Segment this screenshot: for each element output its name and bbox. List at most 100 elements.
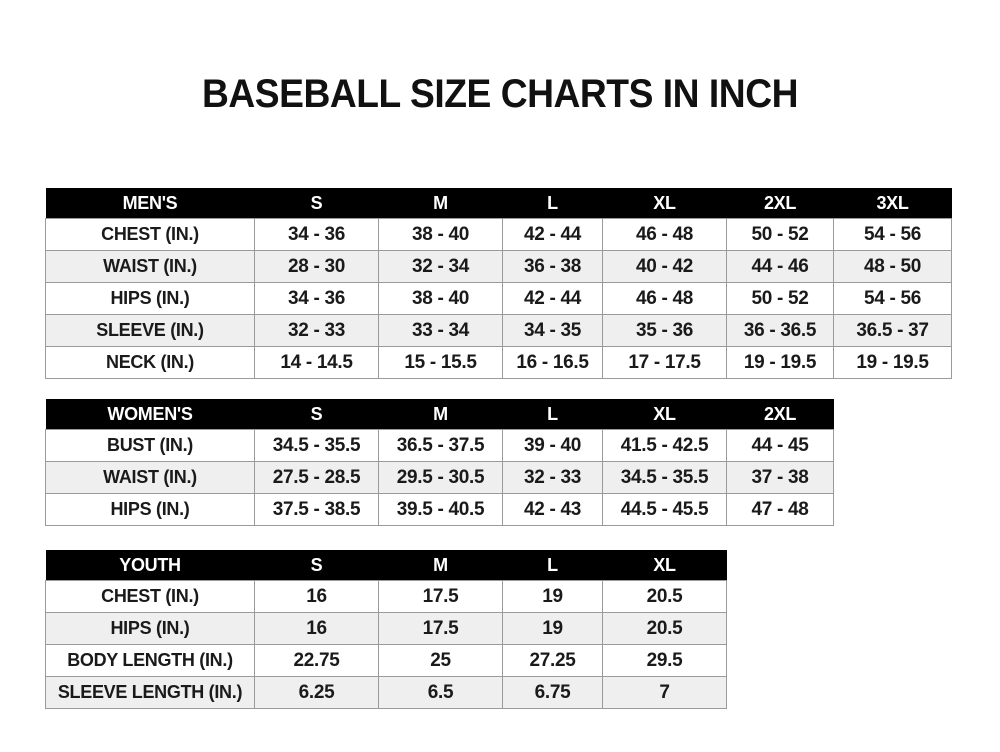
table-row: HIPS (IN.) 34 - 36 38 - 40 42 - 44 46 - 48 50…: [45, 282, 952, 315]
size-value-cell: 34 - 36: [254, 218, 379, 251]
womens-size-table: WOMEN'S S M L XL 2XL BUST (IN.) 34.5 - 35.5 36.5…: [45, 399, 834, 526]
size-value-cell: 54 - 56: [833, 282, 952, 315]
size-value-cell: 34.5 - 35.5: [254, 429, 379, 462]
table-row: SLEEVE LENGTH (IN.) 6.25 6.5 6.75 7: [45, 676, 727, 709]
mens-size-table: MEN'S S M L XL 2XL 3XL CHEST (IN.) 34 - 36 38 - 4…: [45, 188, 952, 379]
size-value-cell: 39.5 - 40.5: [378, 493, 503, 526]
table-row: CHEST (IN.) 34 - 36 38 - 40 42 - 44 46 - 48 5…: [45, 218, 952, 251]
size-value-cell: 35 - 36: [602, 314, 727, 347]
size-value-cell: 54 - 56: [833, 218, 952, 251]
size-value-cell: 32 - 33: [254, 314, 379, 347]
size-value-cell: 40 - 42: [602, 250, 727, 283]
size-value-cell: 46 - 48: [602, 282, 727, 315]
table-row: BODY LENGTH (IN.) 22.75 25 27.25 29.5: [45, 644, 727, 677]
size-column-header: S: [254, 550, 379, 581]
size-value-cell: 32 - 33: [502, 461, 603, 494]
size-value-cell: 36.5 - 37: [833, 314, 952, 347]
size-column-header: 3XL: [833, 188, 952, 219]
size-value-cell: 25: [378, 644, 503, 677]
size-column-header: 2XL: [726, 188, 834, 219]
size-value-cell: 16 - 16.5: [502, 346, 603, 379]
size-value-cell: 16: [254, 580, 379, 613]
table-group-header: WOMEN'S: [45, 399, 255, 430]
size-column-header: XL: [602, 188, 727, 219]
table-row: HIPS (IN.) 37.5 - 38.5 39.5 - 40.5 42 - 43 4…: [45, 493, 834, 526]
size-value-cell: 42 - 44: [502, 218, 603, 251]
size-value-cell: 7: [602, 676, 727, 709]
size-value-cell: 28 - 30: [254, 250, 379, 283]
size-value-cell: 6.25: [254, 676, 379, 709]
size-column-header: S: [254, 399, 379, 430]
size-column-header: XL: [602, 399, 727, 430]
measurement-label: WAIST (IN.): [45, 250, 255, 283]
size-value-cell: 19 - 19.5: [833, 346, 952, 379]
size-value-cell: 20.5: [602, 580, 727, 613]
measurement-label: BODY LENGTH (IN.): [45, 644, 255, 677]
size-value-cell: 47 - 48: [726, 493, 834, 526]
size-value-cell: 34 - 35: [502, 314, 603, 347]
size-value-cell: 48 - 50: [833, 250, 952, 283]
size-value-cell: 39 - 40: [502, 429, 603, 462]
table-group-header: YOUTH: [45, 550, 255, 581]
size-value-cell: 42 - 44: [502, 282, 603, 315]
size-value-cell: 41.5 - 42.5: [602, 429, 727, 462]
size-value-cell: 50 - 52: [726, 282, 834, 315]
measurement-label: CHEST (IN.): [45, 218, 255, 251]
table-row: HIPS (IN.) 16 17.5 19 20.5: [45, 612, 727, 645]
size-column-header: M: [378, 550, 503, 581]
size-value-cell: 19: [502, 580, 603, 613]
size-column-header: M: [378, 188, 503, 219]
size-value-cell: 6.75: [502, 676, 603, 709]
size-value-cell: 15 - 15.5: [378, 346, 503, 379]
size-value-cell: 36 - 36.5: [726, 314, 834, 347]
size-value-cell: 6.5: [378, 676, 503, 709]
size-value-cell: 29.5 - 30.5: [378, 461, 503, 494]
size-value-cell: 46 - 48: [602, 218, 727, 251]
table-row: BUST (IN.) 34.5 - 35.5 36.5 - 37.5 39 - 40 4…: [45, 429, 834, 462]
table-row: NECK (IN.) 14 - 14.5 15 - 15.5 16 - 16.5 17 …: [45, 346, 952, 379]
measurement-label: HIPS (IN.): [45, 612, 255, 645]
size-column-header: M: [378, 399, 503, 430]
size-value-cell: 16: [254, 612, 379, 645]
page-title: BASEBALL SIZE CHARTS IN INCH: [202, 72, 798, 116]
size-column-header: S: [254, 188, 379, 219]
table-group-header: MEN'S: [45, 188, 255, 219]
size-column-header: L: [502, 399, 603, 430]
measurement-label: CHEST (IN.): [45, 580, 255, 613]
measurement-label: SLEEVE LENGTH (IN.): [45, 676, 255, 709]
measurement-label: SLEEVE (IN.): [45, 314, 255, 347]
measurement-label: HIPS (IN.): [45, 493, 255, 526]
measurement-label: WAIST (IN.): [45, 461, 255, 494]
table-row: WAIST (IN.) 27.5 - 28.5 29.5 - 30.5 32 - 33…: [45, 461, 834, 494]
youth-size-table: YOUTH S M L XL CHEST (IN.) 16 17.5 19 20.5 HIPS (I…: [45, 550, 727, 709]
size-value-cell: 32 - 34: [378, 250, 503, 283]
size-value-cell: 17.5: [378, 580, 503, 613]
measurement-label: HIPS (IN.): [45, 282, 255, 315]
size-value-cell: 17.5: [378, 612, 503, 645]
measurement-label: NECK (IN.): [45, 346, 255, 379]
size-value-cell: 36 - 38: [502, 250, 603, 283]
size-value-cell: 38 - 40: [378, 218, 503, 251]
size-value-cell: 14 - 14.5: [254, 346, 379, 379]
size-value-cell: 38 - 40: [378, 282, 503, 315]
size-value-cell: 27.25: [502, 644, 603, 677]
size-value-cell: 19: [502, 612, 603, 645]
size-value-cell: 44.5 - 45.5: [602, 493, 727, 526]
table-header-row: YOUTH S M L XL: [45, 550, 727, 581]
size-column-header: XL: [602, 550, 727, 581]
size-value-cell: 29.5: [602, 644, 727, 677]
size-value-cell: 34 - 36: [254, 282, 379, 315]
size-value-cell: 42 - 43: [502, 493, 603, 526]
table-row: WAIST (IN.) 28 - 30 32 - 34 36 - 38 40 - 42 4…: [45, 250, 952, 283]
measurement-label: BUST (IN.): [45, 429, 255, 462]
size-value-cell: 20.5: [602, 612, 727, 645]
size-column-header: 2XL: [726, 399, 834, 430]
size-value-cell: 44 - 46: [726, 250, 834, 283]
size-value-cell: 27.5 - 28.5: [254, 461, 379, 494]
table-header-row: WOMEN'S S M L XL 2XL: [45, 399, 834, 430]
size-value-cell: 34.5 - 35.5: [602, 461, 727, 494]
table-row: CHEST (IN.) 16 17.5 19 20.5: [45, 580, 727, 613]
size-value-cell: 37.5 - 38.5: [254, 493, 379, 526]
table-row: SLEEVE (IN.) 32 - 33 33 - 34 34 - 35 35 - 36…: [45, 314, 952, 347]
size-value-cell: 19 - 19.5: [726, 346, 834, 379]
